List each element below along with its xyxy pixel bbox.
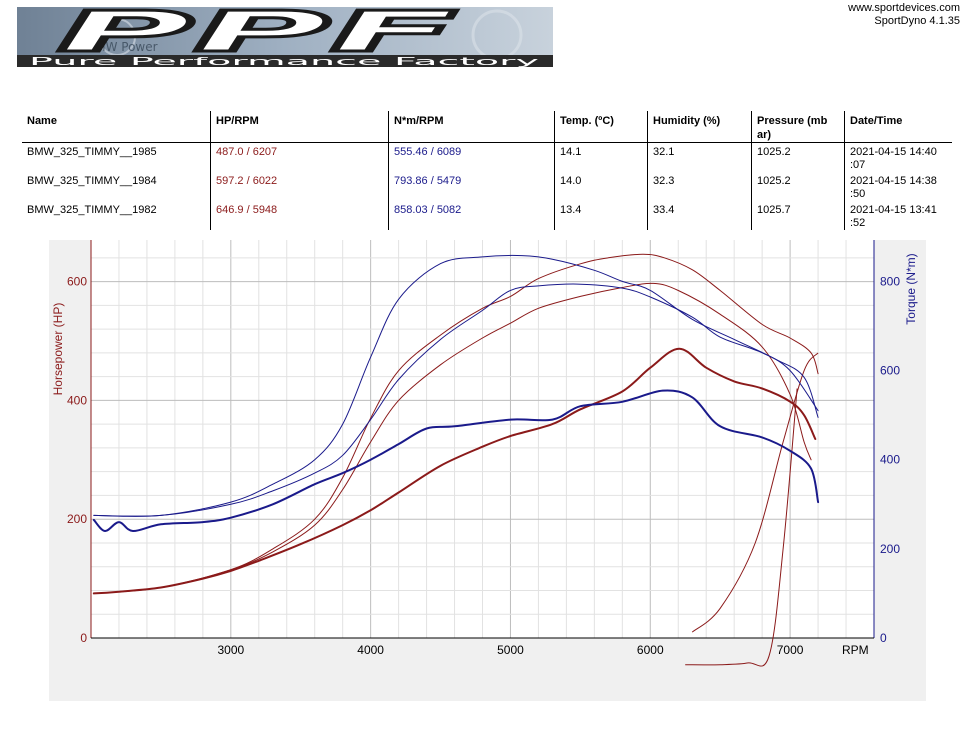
run-name: BMW_325_TIMMY__1984 xyxy=(27,175,157,187)
decel-curve-1984 xyxy=(685,388,798,667)
run-humidity: 33.4 xyxy=(647,201,752,230)
logo-subtext: Pure Performance Factory xyxy=(29,55,541,67)
table-row: BMW_325_TIMMY__1982 646.9 / 5948 858.03 … xyxy=(22,201,952,230)
run-datetime: 2021-04-15 13:41 :52 xyxy=(844,201,952,230)
run-temp: 14.1 xyxy=(554,142,648,172)
col-datetime: Date/Time xyxy=(844,111,952,143)
torque-curve-1985 xyxy=(92,389,820,533)
ppf-logo: BMW Power PPF Pure Performance Factory xyxy=(17,7,553,67)
torque-tick-label: 0 xyxy=(880,631,887,645)
hp-curve-1985 xyxy=(92,347,817,595)
dyno-chart: 3000 4000 5000 6000 700002004006000200400600… xyxy=(49,240,926,701)
col-temp: Temp. (ºC) xyxy=(554,111,648,143)
col-pressure: Pressure (mb ar) xyxy=(751,111,845,143)
col-hp-rpm: HP/RPM xyxy=(210,111,389,143)
hp-tick-label: 200 xyxy=(67,512,87,526)
run-torque: 858.03 / 5082 xyxy=(388,201,555,230)
hp-tick-label: 600 xyxy=(67,275,87,289)
run-pressure: 1025.2 xyxy=(751,142,845,172)
torque-tick-label: 600 xyxy=(880,364,900,378)
x-tick-label: 6000 xyxy=(637,643,664,657)
run-datetime: 2021-04-15 14:40 :07 xyxy=(844,142,952,172)
hp-tick-label: 400 xyxy=(67,393,87,407)
col-name: Name xyxy=(22,111,211,143)
run-hp: 487.0 / 6207 xyxy=(210,142,389,172)
table-row: BMW_325_TIMMY__1985 487.0 / 6207 555.46 … xyxy=(22,142,952,172)
run-torque: 793.86 / 5479 xyxy=(388,172,555,201)
run-hp: 646.9 / 5948 xyxy=(210,201,389,230)
run-hp: 597.2 / 6022 xyxy=(210,172,389,201)
col-humidity: Humidity (%) xyxy=(647,111,752,143)
decel-curve-1982 xyxy=(691,352,819,633)
run-name: BMW_325_TIMMY__1982 xyxy=(27,204,157,216)
logo-emblem: BMW Power xyxy=(87,40,158,54)
torque-axis-label: Torque (N*m) xyxy=(904,253,918,324)
x-tick-label: 4000 xyxy=(357,643,384,657)
results-table: Name HP/RPM N*m/RPM Temp. (ºC) Humidity … xyxy=(22,111,952,230)
run-datetime: 2021-04-15 14:38 :50 xyxy=(844,172,952,201)
software-version: SportDyno 4.1.35 xyxy=(874,15,960,27)
hp-axis-label: Horsepower (HP) xyxy=(51,303,65,396)
col-torque-rpm: N*m/RPM xyxy=(388,111,555,143)
run-torque: 555.46 / 6089 xyxy=(388,142,555,172)
hp-curve-1984 xyxy=(93,282,812,594)
run-temp: 14.0 xyxy=(554,172,648,201)
torque-tick-label: 200 xyxy=(880,542,900,556)
table-header-row: Name HP/RPM N*m/RPM Temp. (ºC) Humidity … xyxy=(22,111,952,143)
hp-tick-label: 0 xyxy=(80,631,87,645)
table-row: BMW_325_TIMMY__1984 597.2 / 6022 793.86 … xyxy=(22,172,952,201)
run-humidity: 32.1 xyxy=(647,142,752,172)
torque-curve-1982 xyxy=(93,254,819,517)
torque-tick-label: 800 xyxy=(880,274,900,288)
run-pressure: 1025.7 xyxy=(751,201,845,230)
run-humidity: 32.3 xyxy=(647,172,752,201)
x-tick-label: 3000 xyxy=(217,643,244,657)
x-tick-label: 7000 xyxy=(777,643,804,657)
x-axis-label: RPM xyxy=(842,643,869,657)
brand-info: www.sportdevices.com SportDyno 4.1.35 xyxy=(848,2,960,28)
website-url: www.sportdevices.com xyxy=(848,2,960,14)
torque-curve-1984 xyxy=(93,283,819,517)
hp-curve-1982 xyxy=(93,253,819,594)
x-tick-label: 5000 xyxy=(497,643,524,657)
run-name: BMW_325_TIMMY__1985 xyxy=(27,146,157,158)
run-temp: 13.4 xyxy=(554,201,648,230)
torque-tick-label: 400 xyxy=(880,453,900,467)
run-pressure: 1025.2 xyxy=(751,172,845,201)
